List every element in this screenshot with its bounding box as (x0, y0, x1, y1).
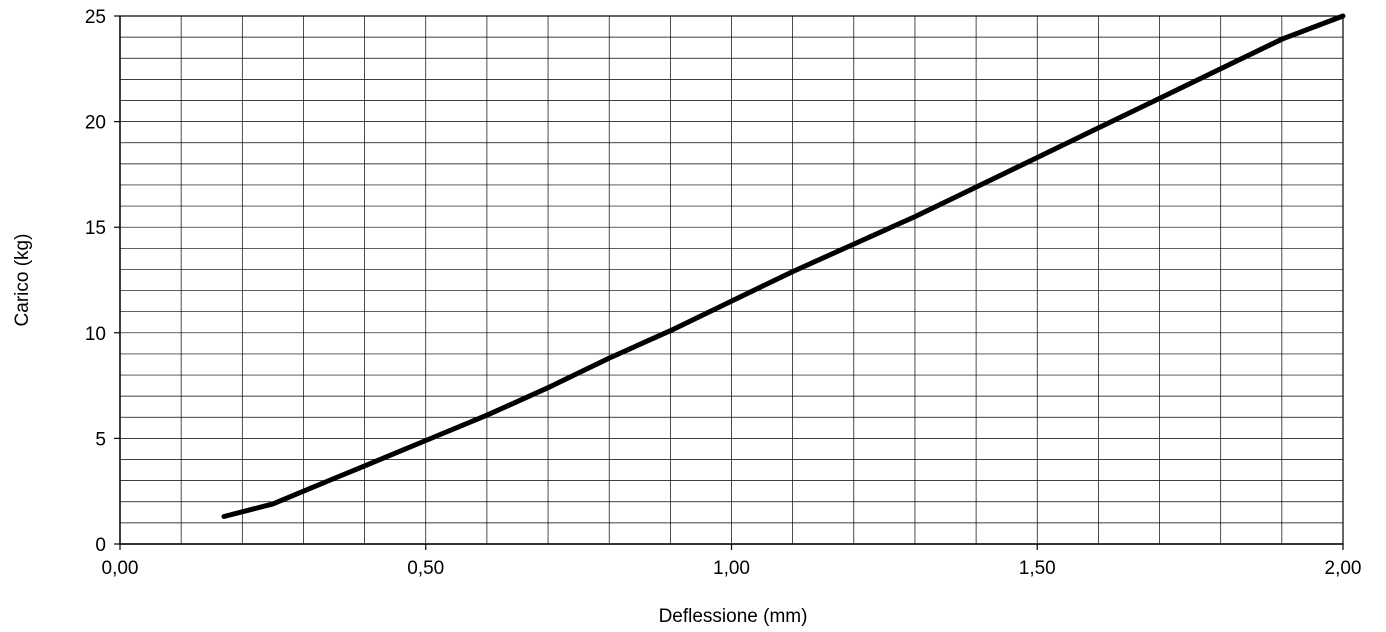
y-tick-label: 10 (85, 324, 106, 345)
grid-layer (119, 15, 1344, 545)
y-tick-label: 15 (85, 218, 106, 239)
y-axis-title: Carico (kg) (12, 234, 33, 327)
y-tick-label: 20 (85, 113, 106, 134)
axes-layer (114, 15, 1344, 550)
series-line (221, 13, 1346, 519)
y-tick-label: 0 (95, 535, 106, 556)
y-tick-label: 25 (85, 7, 106, 28)
x-tick-label: 0,50 (407, 558, 444, 579)
series-layer (221, 13, 1346, 519)
x-tick-label: 1,00 (713, 558, 750, 579)
x-tick-label: 1,50 (1019, 558, 1056, 579)
x-tick-label: 0,00 (102, 558, 139, 579)
x-tick-label: 2,00 (1325, 558, 1362, 579)
y-tick-label: 5 (95, 429, 106, 450)
x-axis-title: Deflessione (mm) (659, 606, 808, 627)
label-layer: 0,00 0,50 1,00 1,50 2,00 0 5 10 15 20 25 (85, 7, 1362, 579)
